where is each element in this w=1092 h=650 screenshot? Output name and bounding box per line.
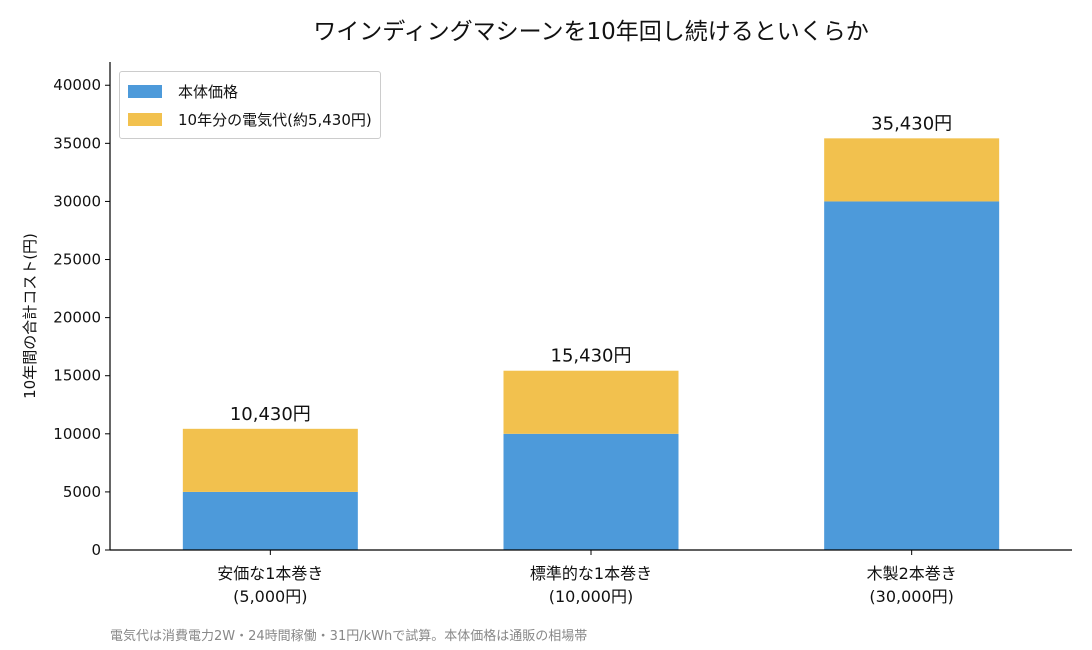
y-tick-label-3: 15000 <box>53 367 101 385</box>
category-sublabel-2: (30,000円) <box>869 587 953 606</box>
legend-swatch-electric <box>128 112 162 126</box>
legend-item-base: 本体価格 <box>128 77 372 105</box>
category-label-2: 木製2本巻き <box>867 564 957 583</box>
y-tick-label-8: 40000 <box>53 76 101 94</box>
bar-electric-0 <box>182 428 358 492</box>
bar-base-2 <box>824 201 1000 550</box>
total-label-1: 15,430円 <box>551 346 632 367</box>
legend-swatch-base <box>128 84 162 98</box>
y-tick-label-4: 20000 <box>53 309 101 327</box>
bar-electric-2 <box>824 138 1000 202</box>
bars-layer <box>182 138 1000 550</box>
category-label-1: 標準的な1本巻き <box>530 564 652 583</box>
y-tick-label-1: 5000 <box>63 483 101 501</box>
y-tick-label-6: 30000 <box>53 192 101 210</box>
category-label-0: 安価な1本巻き <box>217 564 323 583</box>
footnote: 電気代は消費電力2W・24時間稼働・31円/kWhで試算。本体価格は通販の相場帯 <box>110 629 588 644</box>
legend-item-electric: 10年分の電気代(約5,430円) <box>128 105 372 133</box>
bar-electric-1 <box>503 370 679 434</box>
legend-label-base: 本体価格 <box>178 82 239 101</box>
category-sublabel-0: (5,000円) <box>233 587 307 606</box>
bar-base-0 <box>182 491 358 550</box>
legend-label-electric: 10年分の電気代(約5,430円) <box>178 110 372 129</box>
category-sublabel-1: (10,000円) <box>549 587 633 606</box>
chart-title: ワインディングマシーンを10年回し続けるといくらか <box>313 19 869 45</box>
total-label-2: 35,430円 <box>871 113 952 134</box>
bar-base-1 <box>503 433 679 550</box>
y-axis-label: 10年間の合計コスト(円) <box>21 233 39 399</box>
y-tick-label-7: 35000 <box>53 134 101 152</box>
y-tick-label-5: 25000 <box>53 251 101 269</box>
y-tick-label-0: 0 <box>91 541 101 559</box>
legend: 本体価格 10年分の電気代(約5,430円) <box>119 71 381 139</box>
axes-layer: 0 5000 10000 15000 20000 25000 30000 35000 40000… <box>21 62 1072 559</box>
y-tick-label-2: 10000 <box>53 425 101 443</box>
total-label-0: 10,430円 <box>230 404 311 425</box>
